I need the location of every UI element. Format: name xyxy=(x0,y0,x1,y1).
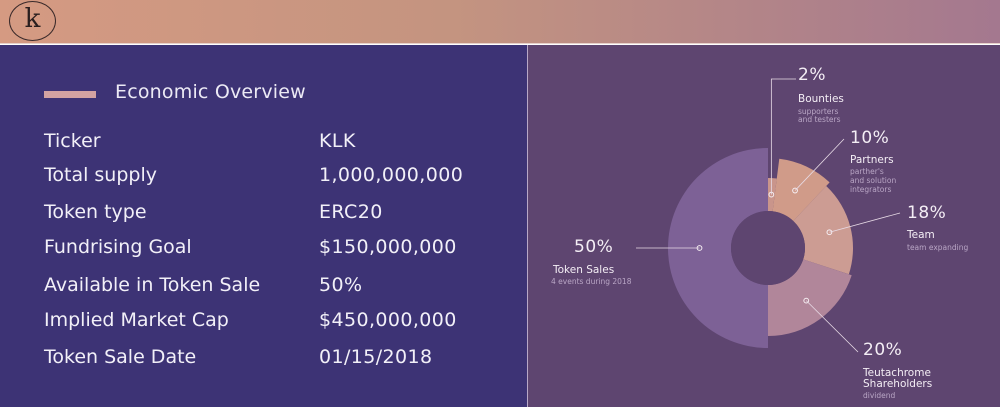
row-label: Total supply xyxy=(44,164,157,186)
anchor-dot-partners xyxy=(792,187,798,194)
leader-line-shareholders xyxy=(805,300,859,353)
bounties-desc-line: and testers xyxy=(798,115,841,124)
shareholders-desc-line: dividend xyxy=(863,391,896,400)
overview-row-total-supply: Total supply 1,000,000,000 xyxy=(0,164,527,194)
row-value: $450,000,000 xyxy=(319,309,457,331)
token-distribution-chart: 2% Bounties supporters and testers 10% P… xyxy=(527,45,1000,407)
donut-segment-token-sales[interactable] xyxy=(668,148,768,348)
partners-desc-line: parther's xyxy=(850,167,884,176)
row-label: Implied Market Cap xyxy=(44,309,229,331)
row-label: Token type xyxy=(44,201,147,223)
shareholders-percent-label: 20% xyxy=(863,340,903,360)
row-value: $150,000,000 xyxy=(319,236,457,258)
overview-row-token-type: Token type ERC20 xyxy=(0,201,527,231)
token-sales-desc-line: 4 events during 2018 xyxy=(551,277,632,286)
partners-desc-line: and solution xyxy=(850,176,897,185)
row-value: 1,000,000,000 xyxy=(319,164,464,186)
partners-name-label: Partners xyxy=(850,154,894,166)
legend-swatch xyxy=(44,91,96,98)
shareholders-name-label: Shareholders xyxy=(863,378,933,390)
overview-row-sale-date: Token Sale Date 01/15/2018 xyxy=(0,346,527,376)
row-label: Available in Token Sale xyxy=(44,274,261,296)
row-label: Token Sale Date xyxy=(44,346,197,368)
economic-overview-panel: Economic Overview Ticker KLK Total suppl… xyxy=(0,45,527,407)
donut-chart xyxy=(636,78,901,353)
donut-hole xyxy=(731,211,805,285)
partners-percent-label: 10% xyxy=(850,128,890,148)
row-label: Fundrising Goal xyxy=(44,236,192,258)
bounties-percent-label: 2% xyxy=(798,65,826,85)
row-value: 01/15/2018 xyxy=(319,346,433,368)
token-sales-name-label: Token Sales xyxy=(553,264,615,276)
donut-segment-team[interactable] xyxy=(793,186,853,275)
row-value: 50% xyxy=(319,274,363,296)
donut-segment-partners[interactable] xyxy=(772,158,830,222)
overview-row-ticker: Ticker KLK xyxy=(0,130,527,160)
shareholders-name-label: Teutachrome xyxy=(863,367,931,379)
row-value: KLK xyxy=(319,130,356,152)
row-value: ERC20 xyxy=(319,201,383,223)
header-bar: k xyxy=(0,0,1000,44)
section-title: Economic Overview xyxy=(115,81,306,103)
anchor-dot-shareholders xyxy=(803,297,810,304)
overview-row-market-cap: Implied Market Cap $450,000,000 xyxy=(0,309,527,339)
leader-line-partners xyxy=(794,138,845,191)
bounties-name-label: Bounties xyxy=(798,93,844,105)
leader-line-bounties xyxy=(770,78,796,195)
logo[interactable]: k xyxy=(9,1,56,41)
donut-segment-shareholders[interactable] xyxy=(768,259,852,336)
leader-line-team xyxy=(829,212,901,233)
bounties-desc-line: supporters xyxy=(798,107,839,116)
team-name-label: Team xyxy=(907,229,935,241)
row-label: Ticker xyxy=(44,130,101,152)
team-desc-line: team expanding xyxy=(907,243,969,252)
partners-desc-line: integrators xyxy=(850,185,892,194)
team-percent-label: 18% xyxy=(907,203,947,223)
token-sales-percent-label: 50% xyxy=(574,237,614,257)
overview-row-fundrising-goal: Fundrising Goal $150,000,000 xyxy=(0,236,527,266)
donut-segment-bounties[interactable] xyxy=(768,178,777,212)
overview-row-available: Available in Token Sale 50% xyxy=(0,274,527,304)
anchor-dot-team xyxy=(826,229,833,236)
